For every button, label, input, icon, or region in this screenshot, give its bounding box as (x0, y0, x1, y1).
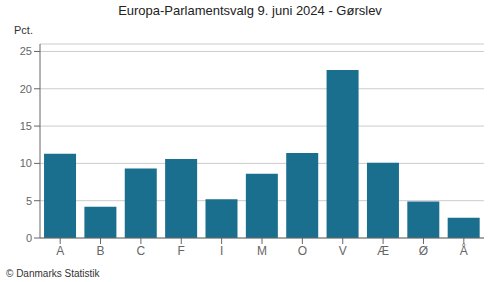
html-text:Europa-Parlamentsvalg 9. juni: Europa-Parlamentsvalg 9. juni 2024 - Gør… (118, 3, 382, 18)
svg-text:20: 20 (20, 83, 32, 95)
svg-text:V: V (339, 244, 347, 258)
svg-text:M: M (257, 244, 267, 258)
svg-text:B: B (97, 244, 105, 258)
svg-text:0: 0 (26, 232, 32, 244)
svg-text:I: I (220, 244, 223, 258)
html-text:Pct.: Pct. (14, 24, 33, 36)
svg-text:15: 15 (20, 120, 32, 132)
svg-text:A: A (56, 244, 64, 258)
svg-text:Ø: Ø (419, 244, 428, 258)
svg-text:10: 10 (20, 157, 32, 169)
svg-text:Å: Å (460, 243, 468, 258)
html-text:© Danmarks Statistik: © Danmarks Statistik (6, 268, 100, 279)
svg-text:Æ: Æ (377, 244, 389, 258)
svg-text:25: 25 (20, 45, 32, 57)
svg-text:5: 5 (26, 195, 32, 207)
svg-text:F: F (178, 244, 185, 258)
svg-text:C: C (137, 244, 146, 258)
svg-text:O: O (298, 244, 307, 258)
